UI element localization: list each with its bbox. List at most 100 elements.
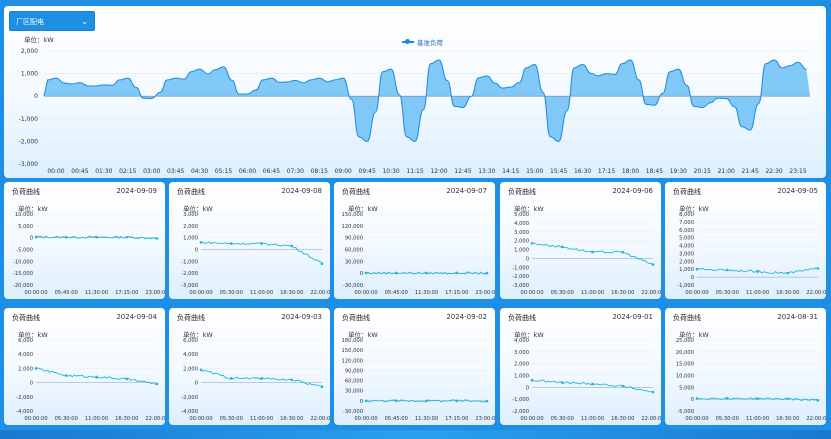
card-y-tick: 3,000 <box>183 212 198 218</box>
card-date: 2024-09-07 <box>446 187 487 195</box>
card-data-point <box>260 242 263 245</box>
card-date: 2024-09-06 <box>612 187 653 195</box>
card-y-tick: -3,000 <box>181 283 198 289</box>
card-y-tick: 10,000 <box>676 374 694 380</box>
card-y-tick: 0 <box>360 399 363 405</box>
card-x-tick: 11:30:00 <box>415 416 438 422</box>
area-select-dropdown[interactable]: 厂区配电 ⌄ <box>9 11 95 31</box>
card-x-tick: 16:30:00 <box>280 416 303 422</box>
card-data-point <box>756 397 759 400</box>
main-x-tick: 12:00 <box>430 168 447 175</box>
legend-label: 基准负荷 <box>417 39 443 47</box>
card-y-tick: -10,000 <box>13 259 33 265</box>
card-y-tick: 180,000 <box>342 338 363 344</box>
card-x-tick: 17:15:00 <box>445 416 468 422</box>
card-data-point <box>34 235 38 239</box>
main-load-panel: 厂区配电 ⌄ 单位：kW 基准负荷 2,000 1,000 0 -1,000 -2,00… <box>4 6 826 178</box>
load-card: 负荷曲线 2024-09-03 单位：kW 6,000 4,000 2,000 0 -2,… <box>169 308 330 425</box>
card-data-point <box>394 399 398 403</box>
card-data-point <box>64 374 68 377</box>
card-title: 负荷曲线 <box>508 188 536 196</box>
card-data-point <box>455 399 459 403</box>
card-data-point <box>485 399 489 403</box>
card-y-tick: -2,000 <box>16 395 33 401</box>
card-date: 2024-09-02 <box>446 313 487 321</box>
card-chart: 150,000 120,000 90,000 60,000 30,000 0 -30,000… <box>342 212 495 296</box>
card-unit: 单位：kW <box>183 205 213 213</box>
main-x-tick: 18:45 <box>646 168 663 175</box>
card-y-tick: 150,000 <box>342 348 363 354</box>
card-unit: 单位：kW <box>514 205 544 213</box>
main-x-tick: 16:30 <box>574 168 591 175</box>
card-x-tick: 05:30:00 <box>220 416 243 422</box>
main-x-tick: 00:45 <box>71 168 88 175</box>
card-x-tick: 00:00:00 <box>520 290 543 296</box>
card-x-tick: 22:00:00 <box>641 290 661 296</box>
load-card: 负荷曲线 2024-09-08 单位：kW 3,000 2,000 1,000 0 -1,… <box>169 182 330 299</box>
card-data-point <box>290 378 294 382</box>
card-y-tick: -1,000 <box>512 265 529 271</box>
load-card: 负荷曲线 2024-09-07 单位：kW 150,000 120,000 90,00… <box>334 182 495 299</box>
main-x-tick: 09:00 <box>335 168 352 175</box>
card-data-point <box>229 242 233 245</box>
card-series-line <box>531 242 654 265</box>
main-x-tick: 22:30 <box>765 168 782 175</box>
main-x-tick: 23:15 <box>789 168 806 175</box>
card-x-tick: 00:00:00 <box>24 416 47 422</box>
card-y-tick: 8,000 <box>679 212 694 218</box>
card-y-tick: -30,000 <box>343 283 363 289</box>
card-title: 负荷曲线 <box>12 314 40 322</box>
card-data-point <box>455 271 459 275</box>
card-y-tick: 5,000 <box>679 385 694 391</box>
main-y-tick: -2,000 <box>19 138 39 145</box>
card-data-point <box>591 382 594 386</box>
card-date: 2024-09-05 <box>777 187 818 195</box>
card-title: 负荷曲线 <box>177 188 205 196</box>
card-x-tick: 16:30:00 <box>280 290 303 296</box>
card-y-tick: 3,000 <box>679 251 694 257</box>
card-y-tick: -5,000 <box>16 248 33 254</box>
card-y-tick: 2,000 <box>679 259 694 265</box>
card-y-tick: 4,000 <box>514 338 529 344</box>
card-unit: 单位：kW <box>679 205 709 213</box>
card-y-tick: 150,000 <box>342 212 363 218</box>
card-x-tick: 16:30:00 <box>611 290 634 296</box>
card-data-point <box>621 250 625 254</box>
card-chart: 180,000 150,000 120,000 90,000 60,000 30,000 0… <box>342 338 495 422</box>
card-title: 负荷曲线 <box>177 314 205 322</box>
card-data-point <box>155 382 159 386</box>
main-x-tick: 01:30 <box>95 168 112 175</box>
main-x-tick: 21:00 <box>718 168 735 175</box>
card-data-point <box>786 397 790 401</box>
card-y-tick: 90,000 <box>345 368 363 374</box>
card-y-tick: -1,000 <box>181 259 198 265</box>
main-x-tick: 05:15 <box>215 168 232 175</box>
card-x-tick: 00:00:00 <box>354 290 377 296</box>
card-y-tick: -4,000 <box>16 409 33 415</box>
card-unit: 单位：kW <box>679 331 709 339</box>
card-y-tick: 0 <box>30 236 33 242</box>
card-x-tick: 11:30:00 <box>415 290 438 296</box>
main-chart-legend[interactable]: 基准负荷 <box>402 37 443 47</box>
card-title: 负荷曲线 <box>673 314 701 322</box>
card-chart: 4,000 3,000 2,000 1,000 0 -1,000 -2,00000:00:0… <box>512 338 661 422</box>
area-select-label: 厂区配电 <box>16 18 44 26</box>
card-y-tick: 60,000 <box>345 248 363 254</box>
card-data-point <box>725 268 729 272</box>
card-data-point <box>786 271 790 275</box>
card-chart: 3,000 2,000 1,000 0 -1,000 -2,000 -3,00000:00:… <box>181 212 330 296</box>
card-data-point <box>199 241 203 244</box>
load-card: 负荷曲线 2024-09-02 单位：kW 180,000 150,000 120,0… <box>334 308 495 425</box>
card-y-tick: 2,000 <box>183 224 198 230</box>
card-y-tick: 1,000 <box>514 248 529 254</box>
main-y-tick: 1,000 <box>21 71 38 78</box>
main-x-tick: 09:45 <box>359 168 376 175</box>
card-y-tick: 4,000 <box>18 352 33 358</box>
main-x-tick: 17:15 <box>598 168 615 175</box>
card-unit: 单位：kW <box>348 331 378 339</box>
card-x-tick: 11:00:00 <box>250 416 273 422</box>
card-y-tick: 30,000 <box>345 259 363 265</box>
card-title: 负荷曲线 <box>342 188 370 196</box>
chevron-down-icon: ⌄ <box>81 17 88 26</box>
